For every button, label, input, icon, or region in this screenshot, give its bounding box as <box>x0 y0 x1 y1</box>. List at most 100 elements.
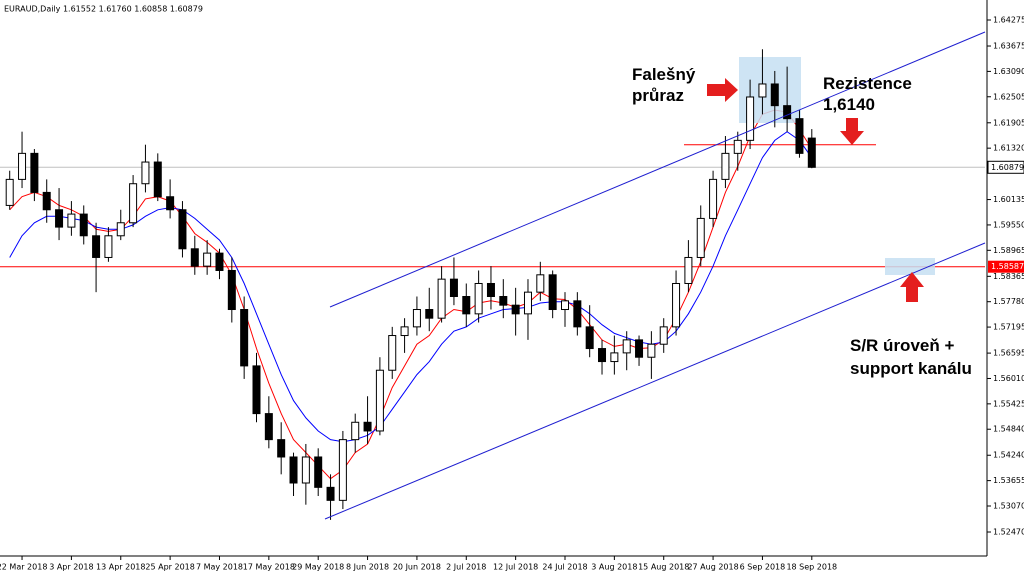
candle-body <box>672 282 681 328</box>
y-tick-label: 1.62505 <box>993 92 1024 101</box>
x-tick-label: 6 Sep 2018 <box>740 563 786 572</box>
candle-body <box>301 456 310 484</box>
x-tick-label: 17 May 2018 <box>243 563 295 572</box>
price-axis: 1.60879 1.58587 <box>987 160 1024 273</box>
annotation-layer: Falešný průraz Rezistence 1,6140 S/R úro… <box>632 65 972 378</box>
annotation: Falešný <box>632 65 696 84</box>
candle-body <box>696 217 705 258</box>
candle-body <box>598 348 607 363</box>
candle-body <box>375 369 384 432</box>
candle-body <box>363 421 372 432</box>
y-tick-label: 1.61905 <box>993 118 1024 127</box>
highlight-box <box>885 258 935 275</box>
x-tick-label: 3 Aug 2018 <box>591 563 637 572</box>
y-tick-label: 1.53070 <box>993 501 1024 510</box>
candle-body <box>709 178 718 219</box>
candle-body <box>18 152 27 180</box>
x-tick-label: 12 Jul 2018 <box>493 563 538 572</box>
candle-body <box>178 209 187 250</box>
arrow-right <box>707 78 738 102</box>
annotation: S/R úroveň + <box>850 336 954 355</box>
candle-body <box>437 278 446 319</box>
candle-body <box>499 295 508 306</box>
candle-body <box>289 456 298 484</box>
x-tick-label: 15 Aug 2018 <box>638 563 689 572</box>
candle-body <box>67 213 76 228</box>
candle-body <box>573 300 582 328</box>
x-tick-label: 7 May 2018 <box>196 563 243 572</box>
candle-body <box>758 83 767 98</box>
chart-title: EURAUD,Daily 1.61552 1.61760 1.60858 1.6… <box>4 5 203 14</box>
y-tick-label: 1.57195 <box>993 323 1024 332</box>
candle-body <box>462 295 471 315</box>
candle-body <box>770 83 779 107</box>
y-tick-label: 1.54240 <box>993 451 1024 460</box>
candle-body <box>733 139 742 154</box>
moving-average <box>9 131 813 443</box>
candle-body <box>647 343 656 358</box>
candle-body <box>523 291 532 315</box>
y-tick-label: 1.59550 <box>993 220 1024 229</box>
candle-body <box>474 282 483 315</box>
x-tick-label: 29 May 2018 <box>292 563 344 572</box>
candle-body <box>314 456 323 488</box>
candle-body <box>79 213 88 237</box>
x-tick-label: 24 Jul 2018 <box>542 563 587 572</box>
price-label-box <box>987 160 1024 174</box>
candle-body <box>116 222 125 237</box>
y-tick-label: 1.56595 <box>993 349 1024 358</box>
candle-body <box>240 309 249 367</box>
arrow-down <box>840 118 864 145</box>
annotation: průraz <box>632 86 684 105</box>
candle-body <box>153 161 162 198</box>
candle-body <box>412 309 421 328</box>
candle-body <box>264 413 273 441</box>
price-label: 1.60879 <box>991 163 1024 172</box>
candle-body <box>449 278 458 297</box>
y-tick-label: 1.57780 <box>993 297 1024 306</box>
candle-body <box>635 339 644 358</box>
candle-body <box>277 439 286 458</box>
candle-body <box>166 196 175 211</box>
candle-body <box>190 248 199 267</box>
y-tick-label: 1.55425 <box>993 399 1024 408</box>
candle-body <box>129 183 138 224</box>
y-tick-label: 1.63675 <box>993 42 1024 51</box>
annotation: Rezistence <box>823 74 912 93</box>
candle-body <box>388 335 397 371</box>
x-tick-label: 13 Apr 2018 <box>96 563 145 572</box>
candle-body <box>351 421 360 441</box>
x-tick-label: 27 Aug 2018 <box>687 563 738 572</box>
candle-body <box>610 352 619 363</box>
candle-body <box>42 191 51 211</box>
candle-body <box>585 326 594 350</box>
candle-body <box>486 282 495 297</box>
x-tick-label: 2 Jul 2018 <box>446 563 486 572</box>
x-tick-label: 22 Mar 2018 <box>0 563 47 572</box>
y-tick-label: 1.52470 <box>993 528 1024 537</box>
x-tick-label: 18 Sep 2018 <box>786 563 837 572</box>
arrow-up <box>900 272 924 302</box>
y-tick-label: 1.54840 <box>993 425 1024 434</box>
candle-body <box>30 152 39 193</box>
channel-line <box>324 242 986 520</box>
candle-body <box>55 209 64 228</box>
candle-body <box>400 326 409 337</box>
candle-body <box>511 304 520 315</box>
y-tick-label: 1.60135 <box>993 195 1024 204</box>
x-tick-label: 25 Apr 2018 <box>145 563 194 572</box>
y-tick-label: 1.56010 <box>993 374 1024 383</box>
candle-body <box>203 252 212 267</box>
annotation: 1,6140 <box>823 95 875 114</box>
y-tick-label: 1.58965 <box>993 246 1024 255</box>
candle-body <box>338 439 347 501</box>
candle-body <box>252 365 261 415</box>
candle-layer <box>5 49 816 520</box>
y-tick-label: 1.61320 <box>993 144 1024 153</box>
candle-body <box>622 339 631 354</box>
candle-body <box>659 326 668 345</box>
